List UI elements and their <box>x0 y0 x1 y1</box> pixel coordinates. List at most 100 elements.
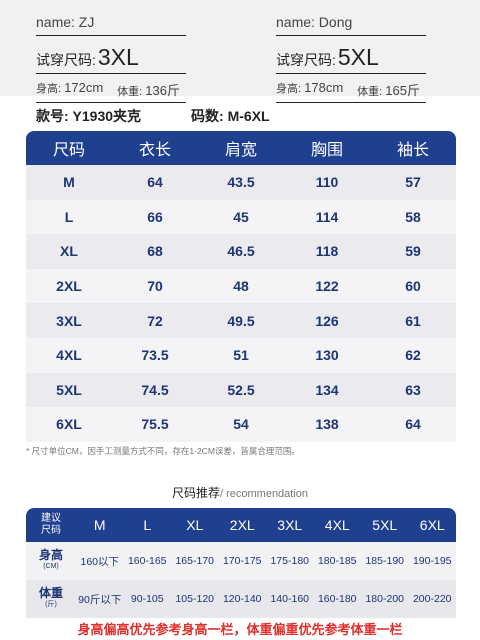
table-cell: 59 <box>405 243 421 260</box>
table-row: 4XL 73.5 51 130 62 <box>26 337 456 373</box>
try-size-label: 试穿尺码: <box>276 52 336 68</box>
style-number: 款号: Y1930夹克 <box>36 108 142 124</box>
table-cell: 63 <box>405 381 421 398</box>
table-cell: 114 <box>315 208 339 225</box>
weight-range-cell: 105-120 <box>175 593 215 605</box>
table-cell: 64 <box>405 416 421 433</box>
size-header-cell: M <box>93 517 106 533</box>
size-header-cell: 2XL <box>229 517 255 533</box>
table-cell: 58 <box>405 208 421 225</box>
table-cell: 3XL <box>56 312 82 329</box>
table-cell: 54 <box>233 416 249 433</box>
table-cell: 130 <box>315 347 339 364</box>
table-cell: 138 <box>315 416 339 433</box>
size-header-cell: 4XL <box>324 517 350 533</box>
table-row: L 66 45 114 58 <box>26 199 456 235</box>
weight-value: 165斤 <box>385 83 420 98</box>
table-cell: 62 <box>405 347 421 364</box>
height-row: 身高 (CM) 160以下 160-165 165-170 170-175 175-18… <box>26 542 456 580</box>
table-cell: 46.5 <box>227 243 255 260</box>
height-stat: 身高: 172cm <box>36 80 103 99</box>
table-cell: 5XL <box>56 381 82 398</box>
table-cell: 68 <box>147 243 163 260</box>
size-header-cell: L <box>143 517 152 533</box>
size-chart-header: 尺码 衣长 肩宽 胸围 袖长 <box>26 131 456 165</box>
height-range-cell: 170-175 <box>222 555 262 567</box>
corner-line1: 建议 <box>41 513 61 524</box>
table-cell: 122 <box>315 278 339 295</box>
try-size: 试穿尺码: 5XL <box>276 44 480 70</box>
table-cell: 134 <box>315 381 339 398</box>
corner-line2: 尺码 <box>41 525 61 536</box>
model-card-zj: name: ZJ 试穿尺码: 3XL 身高: 172cm 体重: 136斤 <box>36 0 246 103</box>
model-card-dong: name: Dong 试穿尺码: 5XL 身高: 178cm 体重: 165斤 <box>276 0 480 103</box>
size-header-cell: 5XL <box>372 517 398 533</box>
weight-range-cell: 200-220 <box>412 593 452 605</box>
recommendation-title-en: / recommendation <box>219 488 309 500</box>
height-stat: 身高: 178cm <box>276 80 343 99</box>
fit-advice: 身高偏高优先参考身高一栏，体重偏重优先参考体重一栏 <box>77 622 403 637</box>
table-cell: 43.5 <box>227 174 255 191</box>
divider <box>36 102 186 103</box>
table-cell: XL <box>60 243 78 260</box>
table-cell: 64 <box>147 174 163 191</box>
table-cell: 73.5 <box>141 347 169 364</box>
recommendation-title: 尺码推荐/ recommendation <box>0 484 480 501</box>
divider <box>276 73 426 74</box>
table-cell: 57 <box>405 174 421 191</box>
weight-row: 体重 (斤) 90斤以下 90-105 105-120 120-140 140-160 1… <box>26 580 456 618</box>
height-label: 身高: <box>276 83 302 95</box>
height-row-unit: (CM) <box>43 563 59 570</box>
height-range-cell: 160以下 <box>80 555 120 568</box>
size-range: 码数: M-6XL <box>191 108 270 124</box>
table-cell: 66 <box>147 208 163 225</box>
table-cell: M <box>63 174 75 191</box>
header-sleeve: 袖长 <box>396 142 429 159</box>
table-cell: 110 <box>315 174 339 191</box>
table-cell: 126 <box>315 312 339 329</box>
try-size-label: 试穿尺码: <box>36 52 96 68</box>
weight-row-label: 体重 (斤) <box>26 587 76 611</box>
header-shoulder: 肩宽 <box>224 142 257 159</box>
model-name: name: ZJ <box>36 14 95 30</box>
table-row: 6XL 75.5 54 138 64 <box>26 407 456 442</box>
measurement-note: * 尺寸单位CM，因手工测量方式不同，存在1-2CM误差，皆属合理范围。 <box>26 446 300 456</box>
table-cell: 52.5 <box>227 381 255 398</box>
table-row: M 64 43.5 110 57 <box>26 165 456 200</box>
table-cell: 118 <box>315 243 339 260</box>
table-cell: 70 <box>147 278 163 295</box>
header-chest: 胸围 <box>310 142 343 159</box>
height-range-cell: 175-180 <box>270 555 310 567</box>
try-size: 试穿尺码: 3XL <box>36 44 246 70</box>
table-row: 2XL 70 48 122 60 <box>26 268 456 304</box>
weight-label: 体重: <box>117 86 143 98</box>
table-cell: 4XL <box>56 347 82 364</box>
table-cell: 48 <box>233 278 249 295</box>
model-name: name: Dong <box>276 14 353 30</box>
recommendation-table: 建议 尺码 M L XL 2XL 3XL 4XL 5XL 6XL 身高 (CM) 160以下 1… <box>26 508 456 618</box>
height-range-cell: 180-185 <box>317 555 357 567</box>
weight-row-unit: (斤) <box>45 601 57 608</box>
table-cell: 60 <box>405 278 421 295</box>
height-value: 178cm <box>304 80 344 95</box>
table-row: 3XL 72 49.5 126 61 <box>26 303 456 338</box>
height-range-cell: 160-165 <box>127 555 167 567</box>
table-cell: 2XL <box>56 278 82 295</box>
product-info: 款号: Y1930夹克 码数: M-6XL <box>36 106 270 126</box>
weight-range-cell: 120-140 <box>222 593 262 605</box>
height-range-cell: 190-195 <box>412 555 452 567</box>
header-length: 衣长 <box>138 142 171 159</box>
table-cell: 61 <box>405 312 421 329</box>
table-cell: 49.5 <box>227 312 255 329</box>
table-cell: 75.5 <box>141 416 169 433</box>
height-range-cell: 165-170 <box>175 555 215 567</box>
size-chart-table: 尺码 衣长 肩宽 胸围 袖长 M 64 43.5 110 57 L 66 45 114 58 XL 6… <box>26 131 456 442</box>
weight-range-cell: 180-200 <box>365 593 405 605</box>
weight-row-label-text: 体重 <box>38 586 63 600</box>
weight-range-cell: 90-105 <box>130 593 164 605</box>
divider <box>36 73 186 74</box>
table-cell: 45 <box>233 208 249 225</box>
model-stats: 身高: 178cm 体重: 165斤 <box>276 80 480 99</box>
height-row-label-text: 身高 <box>38 548 63 562</box>
divider <box>276 35 426 36</box>
